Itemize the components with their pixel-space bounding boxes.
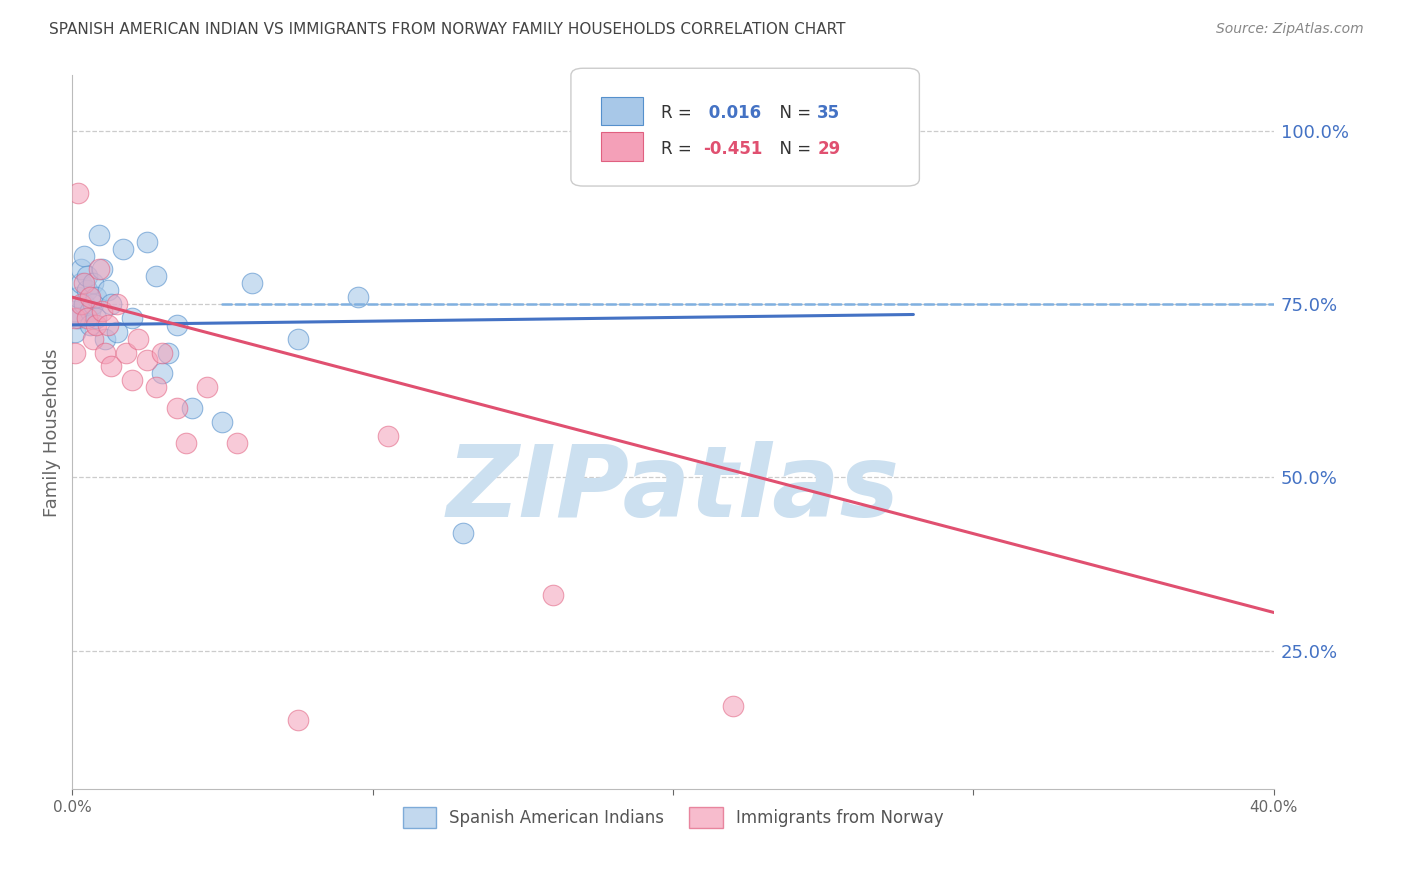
Point [70,277,93,291]
Text: SPANISH AMERICAN INDIAN VS IMMIGRANTS FROM NORWAY FAMILY HOUSEHOLDS CORRELATION : SPANISH AMERICAN INDIAN VS IMMIGRANTS FR… [49,22,846,37]
Point [721,699,744,714]
Point [150,367,173,381]
Point [79,290,101,304]
Point [377,429,399,443]
Text: R =: R = [661,140,697,158]
Y-axis label: Family Households: Family Households [44,348,60,516]
Point [157,345,180,359]
Point [76,310,98,325]
FancyBboxPatch shape [600,97,643,126]
Text: R =: R = [661,104,697,122]
Point [226,435,249,450]
Point [65,325,87,339]
Point [73,249,96,263]
Point [94,332,117,346]
Point [67,186,90,201]
FancyBboxPatch shape [600,133,643,161]
Point [127,332,149,346]
Text: N =: N = [769,140,817,158]
Point [211,415,233,429]
Point [82,277,104,291]
Point [97,283,120,297]
Point [136,352,159,367]
Point [105,325,128,339]
Point [82,332,104,346]
Point [112,242,135,256]
Point [150,345,173,359]
Point [451,525,474,540]
Text: 0.016: 0.016 [703,104,761,122]
Point [89,262,111,277]
Point [181,401,204,415]
Point [89,227,111,242]
Point [67,310,90,325]
Point [166,401,188,415]
Point [541,588,564,602]
Point [91,262,114,277]
Point [100,359,122,374]
Point [115,345,138,359]
Point [105,297,128,311]
Point [121,373,143,387]
Text: -0.451: -0.451 [703,140,762,158]
Point [76,269,98,284]
Point [145,380,167,394]
Point [79,318,101,332]
Point [145,269,167,284]
Point [287,332,309,346]
Point [121,310,143,325]
Point [94,345,117,359]
Point [65,304,87,318]
Legend: Spanish American Indians, Immigrants from Norway: Spanish American Indians, Immigrants fro… [396,801,950,834]
Point [65,345,87,359]
Point [70,262,93,277]
Point [79,304,101,318]
Point [176,435,198,450]
Point [97,318,120,332]
FancyBboxPatch shape [571,69,920,186]
Point [136,235,159,249]
Text: 35: 35 [817,104,841,122]
Text: ZIPatlas: ZIPatlas [447,441,900,538]
Point [65,310,87,325]
Point [73,277,96,291]
Point [73,297,96,311]
Point [346,290,368,304]
Point [84,310,107,325]
Text: 29: 29 [817,140,841,158]
Point [91,304,114,318]
Text: N =: N = [769,104,817,122]
Point [242,277,264,291]
Point [76,283,98,297]
Point [67,290,90,304]
Point [197,380,219,394]
Point [84,290,107,304]
Text: Source: ZipAtlas.com: Source: ZipAtlas.com [1216,22,1364,37]
Point [70,297,93,311]
Point [82,297,104,311]
Point [84,318,107,332]
Point [100,297,122,311]
Point [287,713,309,727]
Point [166,318,188,332]
